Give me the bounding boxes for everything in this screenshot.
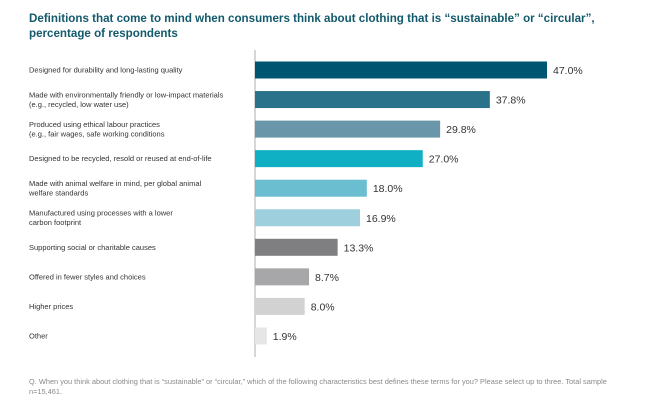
bar — [255, 179, 367, 197]
footnote: Q. When you think about clothing that is… — [29, 377, 607, 396]
category-label: Made with environmentally friendly or lo… — [29, 90, 223, 99]
data-label: 16.9% — [366, 213, 396, 225]
data-label: 8.7% — [315, 272, 339, 284]
bar — [255, 61, 547, 79]
category-label: Made with animal welfare in mind, per gl… — [29, 179, 202, 188]
bar — [255, 268, 310, 286]
bar — [255, 209, 360, 227]
category-label: welfare standards — [28, 188, 88, 197]
data-label: 29.8% — [446, 124, 476, 136]
category-label: Offered in fewer styles and choices — [29, 272, 146, 281]
chart-title: Definitions that come to mind when consu… — [29, 12, 595, 40]
category-label: (e.g., fair wages, safe working conditio… — [29, 129, 165, 138]
bar — [255, 297, 305, 315]
category-label: Manufactured using processes with a lowe… — [29, 209, 173, 218]
data-label: 18.0% — [373, 183, 403, 195]
data-label: 8.0% — [311, 301, 335, 313]
category-label: Designed for durability and long-lasting… — [29, 66, 183, 75]
category-label: carbon footprint — [29, 218, 82, 227]
bar — [255, 327, 267, 345]
category-label: Designed to be recycled, resold or reuse… — [29, 154, 212, 163]
category-label: (e.g., recycled, low water use) — [29, 100, 129, 109]
bar — [255, 238, 338, 256]
bar — [255, 150, 423, 168]
data-label: 13.3% — [344, 242, 374, 254]
category-label: Higher prices — [29, 302, 73, 311]
bar — [255, 91, 490, 109]
data-label: 47.0% — [553, 65, 583, 77]
category-label: Supporting social or charitable causes — [29, 243, 156, 252]
data-label: 27.0% — [429, 154, 459, 166]
bar — [255, 120, 441, 138]
category-label: Other — [29, 331, 48, 340]
data-label: 37.8% — [496, 95, 526, 107]
data-label: 1.9% — [273, 331, 297, 343]
category-label: Produced using ethical labour practices — [29, 120, 160, 129]
